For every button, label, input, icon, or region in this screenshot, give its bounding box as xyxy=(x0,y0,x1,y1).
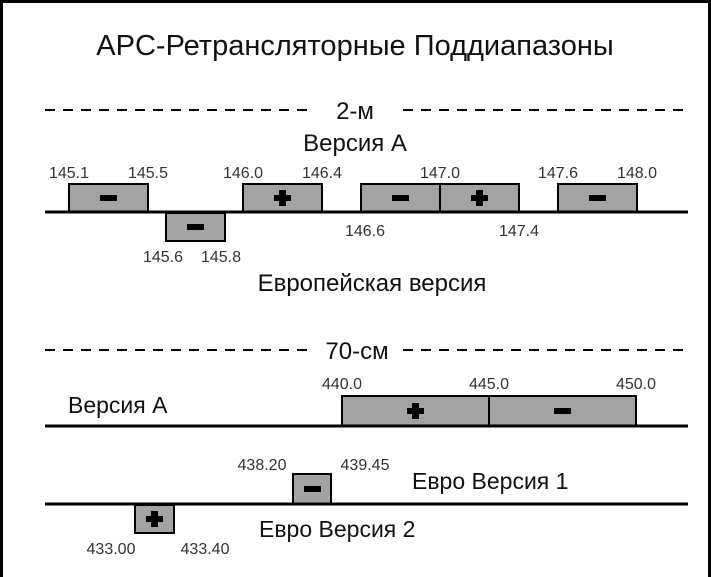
minus-icon xyxy=(100,195,117,201)
minus-icon xyxy=(304,486,321,492)
freq-label: 439.45 xyxy=(341,457,390,474)
minus-icon xyxy=(589,195,606,201)
freq-label: 445.0 xyxy=(469,376,509,393)
freq-label: 145.6 xyxy=(143,249,183,266)
section-header-2m: 2-м xyxy=(336,98,374,125)
freq-label: 438.20 xyxy=(238,457,287,474)
freq-label: 433.00 xyxy=(87,541,136,558)
freq-label: 433.40 xyxy=(181,541,230,558)
euro-version-2-label: Евро Версия 2 xyxy=(259,516,415,542)
version-a-label-70cm: Версия A xyxy=(68,392,168,418)
freq-label: 147.0 xyxy=(420,165,460,182)
minus-icon xyxy=(187,224,204,230)
minus-icon xyxy=(392,195,409,201)
version-a-label-2m: Версия A xyxy=(303,130,407,157)
freq-label: 147.4 xyxy=(499,223,539,240)
euro-version-label-2m: Европейская версия xyxy=(258,270,487,297)
freq-label: 146.6 xyxy=(345,223,385,240)
freq-label: 450.0 xyxy=(616,376,656,393)
plus-icon-vertical xyxy=(476,190,483,206)
freq-label: 146.4 xyxy=(302,165,342,182)
freq-label: 145.1 xyxy=(49,165,89,182)
freq-label: 440.0 xyxy=(322,376,362,393)
plus-icon-vertical xyxy=(151,511,158,527)
freq-label: 146.0 xyxy=(223,165,263,182)
plus-icon-vertical xyxy=(412,403,419,419)
diagram-title: APC-Ретрансляторные Поддиапазоны xyxy=(96,30,613,62)
plus-icon-vertical xyxy=(279,190,286,206)
minus-icon xyxy=(554,408,571,414)
freq-label: 148.0 xyxy=(617,165,657,182)
freq-label: 145.8 xyxy=(201,249,241,266)
section-header-70cm: 70-см xyxy=(325,338,388,365)
freq-label: 145.5 xyxy=(128,165,168,182)
freq-label: 147.6 xyxy=(538,165,578,182)
euro-version-1-label: Евро Версия 1 xyxy=(412,468,568,494)
